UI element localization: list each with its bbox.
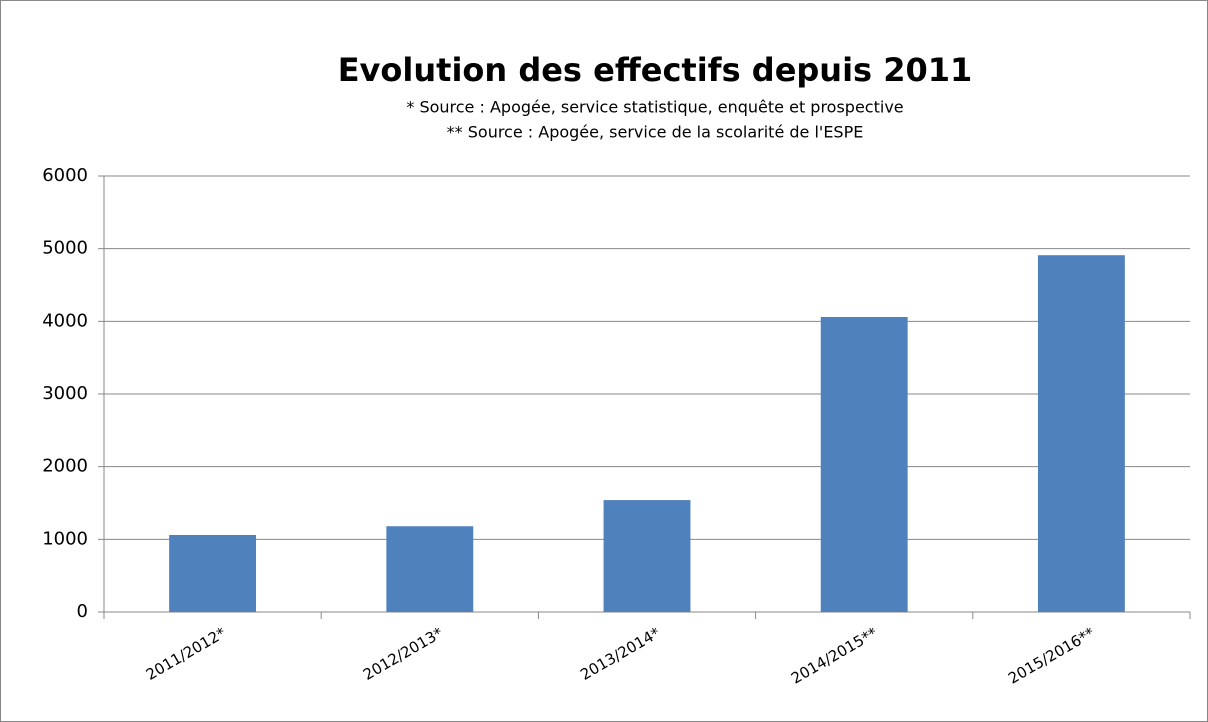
- chart-subtitle: * Source : Apogée, service statistique, …: [406, 98, 903, 117]
- chart-title: Evolution des effectifs depuis 2011: [338, 51, 973, 89]
- bar: [386, 526, 474, 612]
- y-tick-label: 6000: [42, 165, 88, 186]
- bar: [820, 316, 908, 612]
- bar: [1037, 255, 1125, 612]
- y-tick-label: 4000: [42, 310, 88, 331]
- y-tick-label: 0: [77, 601, 88, 622]
- bar: [169, 534, 257, 612]
- y-tick-label: 3000: [42, 383, 88, 404]
- y-tick-label: 5000: [42, 238, 88, 259]
- y-tick-label: 1000: [42, 528, 88, 549]
- y-tick-label: 2000: [42, 456, 88, 477]
- bar: [603, 500, 691, 612]
- chart-subtitle: ** Source : Apogée, service de la scolar…: [447, 123, 864, 142]
